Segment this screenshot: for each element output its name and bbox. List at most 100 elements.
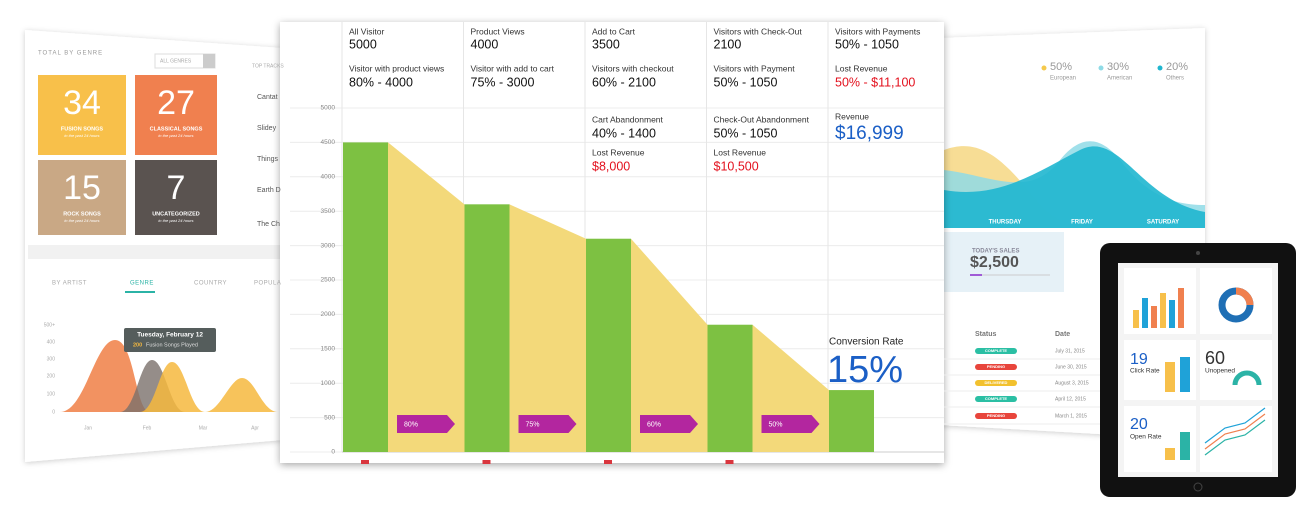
cell-label: Add to Cart: [592, 26, 636, 36]
date-text: June 30, 2015: [1055, 364, 1087, 370]
track-name: Things: [257, 156, 279, 163]
status-pill: [975, 364, 1017, 370]
cell-label: Visitor with add to cart: [471, 63, 555, 73]
panel-title: TOTAL BY GENRE: [38, 51, 103, 57]
day-label: THURSDAY: [989, 220, 1022, 226]
bar-marker: [482, 460, 491, 464]
status-text: COMPLETE: [985, 396, 1008, 401]
status-text: COMPLETE: [985, 348, 1008, 353]
track-name: Slidey: [257, 125, 277, 132]
day-label: FRIDAY: [1071, 220, 1093, 226]
cell-value: 5000: [349, 37, 377, 51]
cell-label: Lost Revenue: [592, 147, 645, 157]
status-text: PENDING: [987, 364, 1005, 369]
tablet-bar: [1178, 288, 1184, 328]
tab: GENRE: [130, 281, 154, 287]
cell-label: Product Views: [471, 26, 525, 36]
y-tick-label: 2500: [321, 277, 336, 284]
cell-label: Visitors with Payment: [714, 63, 796, 73]
home-button: [1193, 482, 1203, 492]
genre-tile: [38, 75, 126, 155]
tile-number: 34: [63, 84, 101, 122]
y-tick-label: 5000: [321, 105, 336, 112]
step-label: 50%: [769, 421, 783, 428]
step-arrow: [640, 415, 698, 433]
cell-label: Revenue: [835, 111, 869, 121]
cell-label: Cart Abandonment: [592, 114, 664, 124]
cell-label: Lost Revenue: [835, 63, 888, 73]
bar: [343, 142, 388, 452]
cell-value: 80% - 4000: [349, 75, 413, 89]
tablet-line: [1204, 419, 1266, 456]
tablet-value: 19: [1130, 351, 1148, 368]
track-name: The Ch: [257, 221, 280, 228]
tile-note: in the past 24 hours: [158, 218, 193, 223]
table-header: Status: [975, 331, 997, 338]
cell-value: $8,000: [592, 159, 630, 173]
date-text: August 3, 2015: [1055, 380, 1089, 386]
y-tick-label: 3500: [321, 208, 336, 215]
tooltip: [124, 328, 216, 352]
tablet-label: Open Rate: [1130, 434, 1162, 441]
track-name: Cantat: [257, 94, 278, 101]
y-tick-label: 1000: [321, 380, 336, 387]
tooltip-text: Fusion Songs Played: [146, 342, 198, 348]
axis-label: 400: [47, 339, 56, 345]
conversion-label: Conversion Rate: [829, 337, 904, 348]
status-text: DELIVERED: [985, 380, 1008, 385]
tablet-card: [1200, 268, 1272, 334]
bar-marker: [604, 460, 612, 464]
tablet-bar: [1180, 357, 1190, 392]
legend-value: 30%: [1107, 61, 1129, 73]
tablet-bar: [1133, 310, 1139, 328]
legend-dot: [1041, 65, 1047, 71]
tablet-bar: [1142, 298, 1148, 328]
cell-label: Visitor with product views: [349, 63, 444, 73]
wave: [140, 362, 205, 412]
tile-label: FUSION SONGS: [61, 126, 104, 132]
tile-number: 15: [63, 169, 101, 207]
sales-box: [944, 232, 1064, 292]
step-arrow: [397, 415, 455, 433]
legend-label: American: [1107, 76, 1132, 82]
bar-marker: [361, 460, 369, 464]
genre-tile: [135, 75, 217, 155]
bar: [586, 238, 631, 452]
cell-label: Visitors with Check-Out: [714, 26, 803, 36]
legend-label: Others: [1166, 76, 1184, 82]
legend-dot: [1098, 65, 1104, 71]
tile-note: in the past 24 hours: [64, 133, 99, 138]
status-pill: [975, 396, 1017, 402]
tablet-bar: [1165, 362, 1175, 392]
step-label: 60%: [647, 421, 661, 428]
sales-label: TODAY'S SALES: [972, 249, 1019, 255]
cell-value: 60% - 2100: [592, 75, 656, 89]
y-tick-label: 1500: [321, 346, 336, 353]
legend-label: European: [1050, 76, 1076, 82]
tile-note: in the past 24 hours: [64, 218, 99, 223]
y-tick-label: 0: [331, 449, 335, 456]
tile-number: 27: [157, 84, 195, 122]
tablet-bar: [1169, 300, 1175, 328]
tooltip-count: 200: [133, 342, 142, 348]
axis-label: 200: [47, 373, 56, 379]
cell-value: 4000: [471, 37, 499, 51]
tab: COUNTRY: [194, 281, 227, 287]
tablet-gauge: [1232, 370, 1262, 386]
tablet-line: [1204, 407, 1266, 444]
step-label: 80%: [404, 421, 418, 428]
table-header: Date: [1055, 331, 1070, 338]
date-text: April 12, 2015: [1055, 396, 1086, 402]
tile-label: ROCK SONGS: [63, 211, 101, 217]
bar: [464, 204, 510, 452]
tab: BY ARTIST: [52, 281, 87, 287]
tablet-donut-part: [1235, 287, 1254, 306]
cell-label: Visitors with checkout: [592, 63, 674, 73]
cell-value: 40% - 1400: [592, 126, 656, 140]
status-text: PENDING: [987, 413, 1005, 418]
cell-value: $10,500: [714, 159, 759, 173]
cell-value: 3500: [592, 37, 620, 51]
cell-value: 75% - 3000: [471, 75, 535, 89]
funnel-area: [388, 142, 465, 452]
tracks-title: TOP TRACKS: [252, 63, 284, 69]
